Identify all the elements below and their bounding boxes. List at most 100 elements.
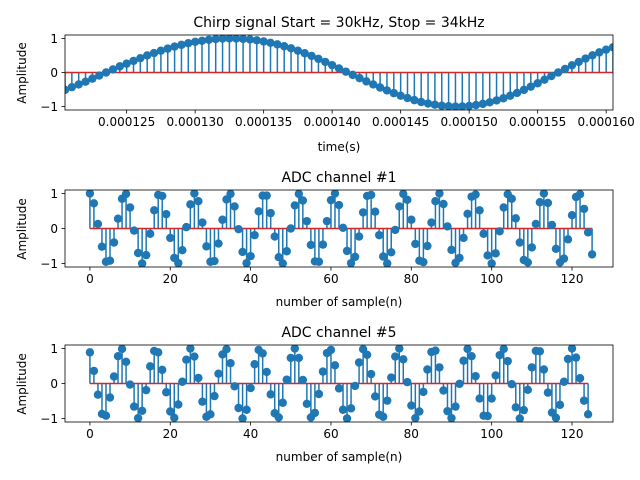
plot-area [85, 345, 593, 422]
stem-marker [330, 361, 340, 370]
x-tick-label: 100 [480, 427, 503, 441]
stem-marker [540, 75, 549, 84]
stem-marker [431, 346, 440, 355]
stem-marker [354, 232, 364, 241]
stem-marker [232, 35, 241, 43]
stem-marker [74, 80, 83, 89]
stem-marker [403, 377, 412, 387]
stem-marker [149, 206, 159, 215]
x-tick-label: 80 [404, 272, 419, 286]
stem-marker [483, 411, 492, 421]
stem-marker [391, 352, 400, 361]
stem-marker [342, 414, 352, 422]
stem-marker [206, 410, 215, 419]
stem-marker [184, 38, 193, 48]
y-tick-label: 0 [50, 377, 58, 391]
x-tick-label: 0.000140 [304, 115, 361, 129]
stem-marker [430, 100, 440, 109]
adc-channel-1-chart: ADC channel #1 number of sample(n) Ampli… [15, 170, 614, 309]
stem-marker [108, 65, 118, 74]
stem-marker [587, 250, 597, 259]
stem-marker [290, 201, 300, 210]
stem-marker [475, 394, 484, 403]
stem-marker [321, 57, 330, 67]
stem-marker [563, 235, 573, 244]
stem-marker [170, 413, 179, 422]
y-axis-label: Amplitude [15, 198, 29, 260]
stem-marker [211, 35, 220, 44]
stem-marker [307, 51, 316, 61]
stem-marker [286, 224, 295, 233]
stem-marker [133, 413, 143, 422]
chirp-signal-chart: Chirp signal Start = 30kHz, Stop = 34kHz… [15, 15, 635, 154]
stem-marker [330, 190, 340, 198]
stem-marker [214, 239, 223, 248]
stem-marker [506, 91, 515, 100]
stem-marker [294, 190, 304, 199]
stem-marker [113, 214, 123, 223]
stem-marker [499, 203, 508, 212]
stem-marker [567, 211, 577, 220]
stem-marker [403, 93, 412, 103]
stem-marker [109, 238, 119, 247]
stem-marker [458, 102, 467, 110]
stem-marker [186, 345, 195, 353]
stem-marker [158, 365, 167, 375]
stem-marker [350, 381, 360, 391]
stem-marker [519, 405, 529, 415]
stem-marker [145, 229, 155, 238]
stem-marker [533, 79, 542, 88]
stem-marker [286, 353, 295, 363]
stem-marker [560, 64, 570, 74]
stem-marker [451, 102, 460, 110]
stem-marker [293, 46, 303, 55]
stem-marker [121, 190, 131, 199]
stem-marker [314, 54, 323, 64]
stem-marker [399, 190, 408, 199]
stem-marker [475, 206, 484, 215]
stem-marker [410, 95, 419, 105]
stem-marker [226, 359, 235, 368]
stem-marker [354, 358, 364, 367]
stem-marker [471, 190, 480, 199]
stem-marker [121, 357, 131, 366]
stem-marker [89, 366, 99, 376]
x-tick-label: 120 [561, 427, 584, 441]
stem-marker [411, 239, 420, 249]
x-tick-label: 80 [404, 427, 419, 441]
stem-marker [455, 379, 464, 389]
stem-marker [362, 350, 372, 359]
stem-marker [370, 392, 380, 401]
stem-marker [547, 220, 557, 230]
stem-marker [419, 257, 428, 267]
stem-marker [230, 202, 239, 211]
stem-marker [487, 259, 496, 267]
x-tick-label: 0.000135 [235, 115, 292, 129]
stem-marker [101, 411, 111, 420]
x-tick-label: 40 [243, 272, 258, 286]
stem-marker [399, 355, 408, 364]
stem-marker [298, 375, 308, 385]
stem-marker [182, 355, 191, 364]
stem-marker [407, 215, 416, 224]
stem-marker [278, 259, 287, 267]
stem-marker [226, 190, 235, 199]
stem-marker [318, 367, 328, 376]
x-tick-label: 0.000125 [98, 115, 155, 129]
stem-marker [583, 410, 593, 419]
stem-marker [218, 35, 227, 43]
x-tick-label: 0.000160 [578, 115, 635, 129]
stem-marker [370, 207, 380, 216]
stem-marker [435, 190, 444, 198]
stem-marker [326, 345, 336, 355]
stem-marker [190, 190, 199, 198]
x-tick-label: 0 [86, 272, 94, 286]
stem-marker [463, 345, 472, 354]
stem-marker [81, 77, 90, 86]
stem-marker [266, 208, 275, 218]
stem-marker [338, 223, 348, 232]
stem-marker [95, 71, 104, 80]
stem-marker [262, 191, 271, 200]
x-axis-label: time(s) [318, 140, 361, 154]
stem-marker [535, 198, 545, 207]
